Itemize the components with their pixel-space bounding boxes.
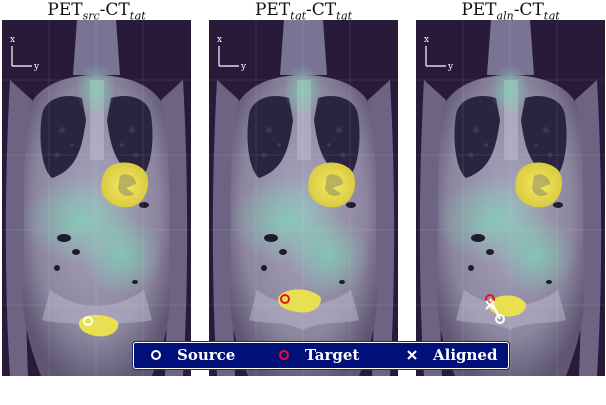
source-marker xyxy=(495,314,505,324)
pet-uptake-region xyxy=(278,289,321,313)
axis-x-label: x xyxy=(217,35,222,45)
legend-source-label: Source xyxy=(177,346,236,364)
panel-pet-aln-ct-tgt: PETaln-CTtgt x y xyxy=(416,0,605,376)
axis-x-label: x xyxy=(10,35,15,45)
axis-x-label: x xyxy=(424,35,429,45)
target-marker xyxy=(280,294,290,304)
panel-title: PETaln-CTtgt xyxy=(461,0,560,23)
legend-target-label: Target xyxy=(305,346,360,364)
legend-item-source: Source xyxy=(150,346,235,364)
legend-item-aligned: Aligned xyxy=(406,346,497,364)
aligned-cross-icon xyxy=(407,350,417,360)
source-circle-icon xyxy=(151,350,161,360)
axis-y-label: y xyxy=(447,62,454,72)
pet-ct-scan-image: x y xyxy=(416,20,605,376)
pet-uptake-region xyxy=(488,295,526,317)
axis-y-label: y xyxy=(33,62,40,72)
source-marker xyxy=(83,316,93,326)
legend: Source Target Aligned xyxy=(133,342,509,369)
target-marker xyxy=(485,294,495,304)
legend-item-target: Target xyxy=(278,346,359,364)
aligned-marker xyxy=(485,300,495,310)
panel-title: PETtgt-CTtgt xyxy=(254,0,353,23)
panel-pet-tgt-ct-tgt: PETtgt-CTtgt x y xyxy=(209,0,398,376)
pet-ct-scan-image: x y xyxy=(209,20,398,376)
panel-pet-src-ct-tgt: PETsrc-CTtgt x y xyxy=(2,0,191,376)
pet-uptake-region xyxy=(78,314,119,337)
legend-aligned-label: Aligned xyxy=(433,346,498,364)
target-circle-icon xyxy=(279,350,289,360)
axis-y-label: y xyxy=(240,62,247,72)
pet-ct-scan-image: x y xyxy=(2,20,191,376)
panel-title: PETsrc-CTtgt xyxy=(47,0,146,23)
